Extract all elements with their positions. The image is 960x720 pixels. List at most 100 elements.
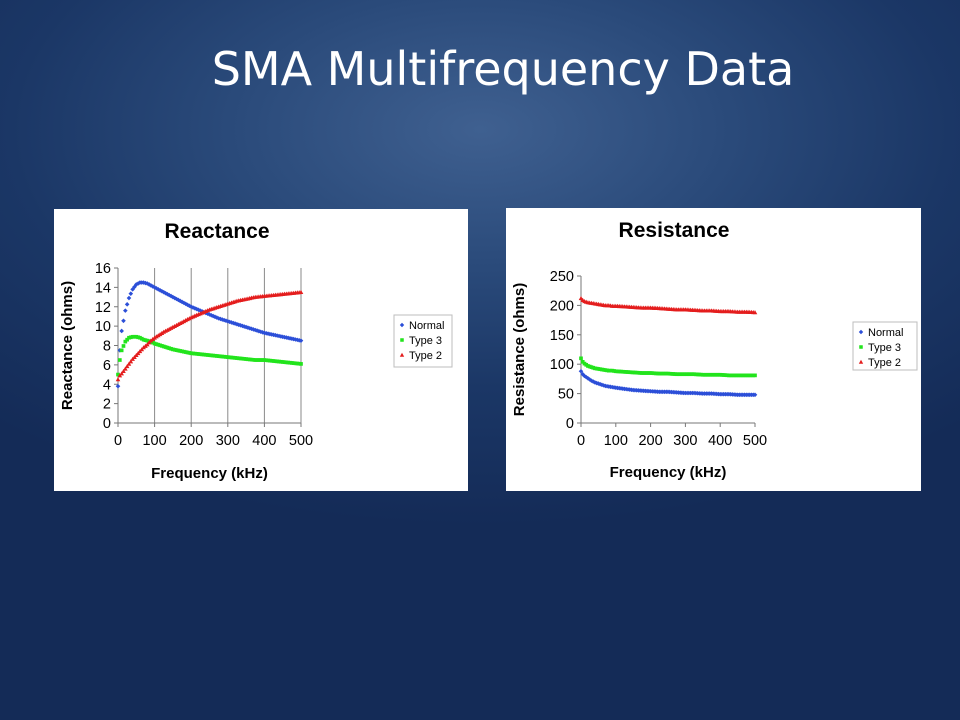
y-tick-label: 14 xyxy=(95,280,111,296)
legend-label: Normal xyxy=(409,320,444,332)
x-axis-title: Frequency (kHz) xyxy=(610,464,727,481)
data-point xyxy=(298,289,304,295)
x-tick-label: 400 xyxy=(708,433,732,449)
data-point xyxy=(128,291,134,296)
data-point xyxy=(123,339,128,344)
data-point xyxy=(159,330,165,335)
data-point xyxy=(115,377,121,382)
y-tick-label: 100 xyxy=(550,357,574,373)
data-point xyxy=(582,373,587,379)
x-tick-label: 100 xyxy=(604,433,628,449)
chart-title: Reactance xyxy=(164,220,269,243)
x-tick-label: 100 xyxy=(142,433,166,449)
y-tick-label: 12 xyxy=(95,300,111,316)
data-point xyxy=(240,323,245,329)
series-type-2 xyxy=(578,296,758,315)
data-point xyxy=(154,334,159,339)
x-tick-label: 500 xyxy=(289,433,313,449)
series-type-3 xyxy=(116,334,303,377)
data-point xyxy=(121,344,126,348)
x-tick-label: 300 xyxy=(673,433,697,449)
data-point xyxy=(119,328,124,334)
data-point xyxy=(585,376,591,381)
data-point xyxy=(124,302,130,307)
x-tick-label: 0 xyxy=(114,433,122,449)
resistance-chart-panel: Resistance 0 50 100 150 200 250 0 100 200 300 400 50… xyxy=(506,208,921,491)
data-point xyxy=(192,306,198,311)
data-point xyxy=(115,383,121,389)
legend-marker xyxy=(400,338,404,342)
x-tick-label: 300 xyxy=(216,433,240,449)
chart-title: Resistance xyxy=(619,219,730,242)
legend-marker xyxy=(399,322,405,328)
data-point xyxy=(752,310,758,315)
data-point xyxy=(152,335,157,340)
data-point xyxy=(116,372,120,377)
y-tick-label: 8 xyxy=(103,339,111,355)
y-tick-label: 150 xyxy=(550,328,574,344)
data-point xyxy=(587,377,592,382)
x-tick-label: 0 xyxy=(577,433,585,449)
data-point xyxy=(121,368,126,374)
data-point xyxy=(126,295,132,301)
data-point xyxy=(190,305,196,310)
data-point xyxy=(157,331,163,337)
legend-marker xyxy=(858,329,864,335)
data-point xyxy=(298,338,304,343)
data-point xyxy=(119,348,124,353)
y-tick-label: 0 xyxy=(103,416,111,432)
y-tick-label: 2 xyxy=(103,397,111,413)
data-point xyxy=(583,374,589,380)
legend-marker xyxy=(859,345,863,349)
reactance-chart: Reactance 0 2 4 6 8 10 12 14 16 0 100 200 300 400 500 Fr… xyxy=(59,220,453,482)
data-point xyxy=(155,333,161,338)
legend-label: Type 2 xyxy=(409,350,442,362)
x-tick-label: 500 xyxy=(743,433,767,449)
legend-marker xyxy=(399,352,405,357)
y-axis-title: Reactance (ohms) xyxy=(59,281,76,410)
reactance-chart-panel: Reactance 0 2 4 6 8 10 12 14 16 0 100 200 300 400 500 Fr… xyxy=(54,209,468,491)
legend-marker xyxy=(858,359,864,364)
data-point xyxy=(123,366,128,371)
x-tick-label: 400 xyxy=(252,433,276,449)
data-point xyxy=(125,337,129,342)
legend: Normal Type 3 Type 2 xyxy=(393,314,453,368)
data-point xyxy=(218,316,223,322)
data-point xyxy=(579,356,583,361)
y-tick-label: 0 xyxy=(566,416,574,432)
y-tick-label: 250 xyxy=(550,269,574,285)
data-point xyxy=(124,364,130,369)
x-tick-label: 200 xyxy=(179,433,203,449)
data-point xyxy=(123,308,128,313)
resistance-chart: Resistance 0 50 100 150 200 250 0 100 200 300 400 50… xyxy=(511,219,918,481)
data-point xyxy=(117,358,122,362)
series-type-2 xyxy=(115,289,304,382)
x-tick-label: 200 xyxy=(638,433,662,449)
series-type-3 xyxy=(579,356,757,378)
y-tick-label: 10 xyxy=(95,319,111,335)
y-tick-label: 6 xyxy=(103,358,111,374)
y-tick-label: 200 xyxy=(550,298,574,314)
data-point xyxy=(299,362,303,366)
data-point xyxy=(119,371,124,376)
data-point xyxy=(121,318,126,324)
data-point xyxy=(254,328,260,333)
legend: Normal Type 3 Type 2 xyxy=(852,321,918,371)
data-point xyxy=(753,373,757,378)
legend-box xyxy=(852,321,918,371)
y-tick-label: 4 xyxy=(103,377,111,393)
data-point xyxy=(128,359,134,364)
y-tick-label: 50 xyxy=(558,387,574,403)
series-normal xyxy=(578,368,758,398)
data-point xyxy=(249,326,254,332)
data-point xyxy=(126,361,132,366)
slide-title: SMA Multifrequency Data xyxy=(211,42,795,96)
data-point xyxy=(241,324,247,329)
data-point xyxy=(251,327,256,332)
y-tick-label: 16 xyxy=(95,261,111,277)
series-normal xyxy=(115,280,304,389)
legend-label: Type 3 xyxy=(409,335,442,347)
x-axis-title: Frequency (kHz) xyxy=(151,465,268,482)
legend-label: Type 3 xyxy=(868,342,901,354)
y-axis-title: Resistance (ohms) xyxy=(511,283,528,416)
